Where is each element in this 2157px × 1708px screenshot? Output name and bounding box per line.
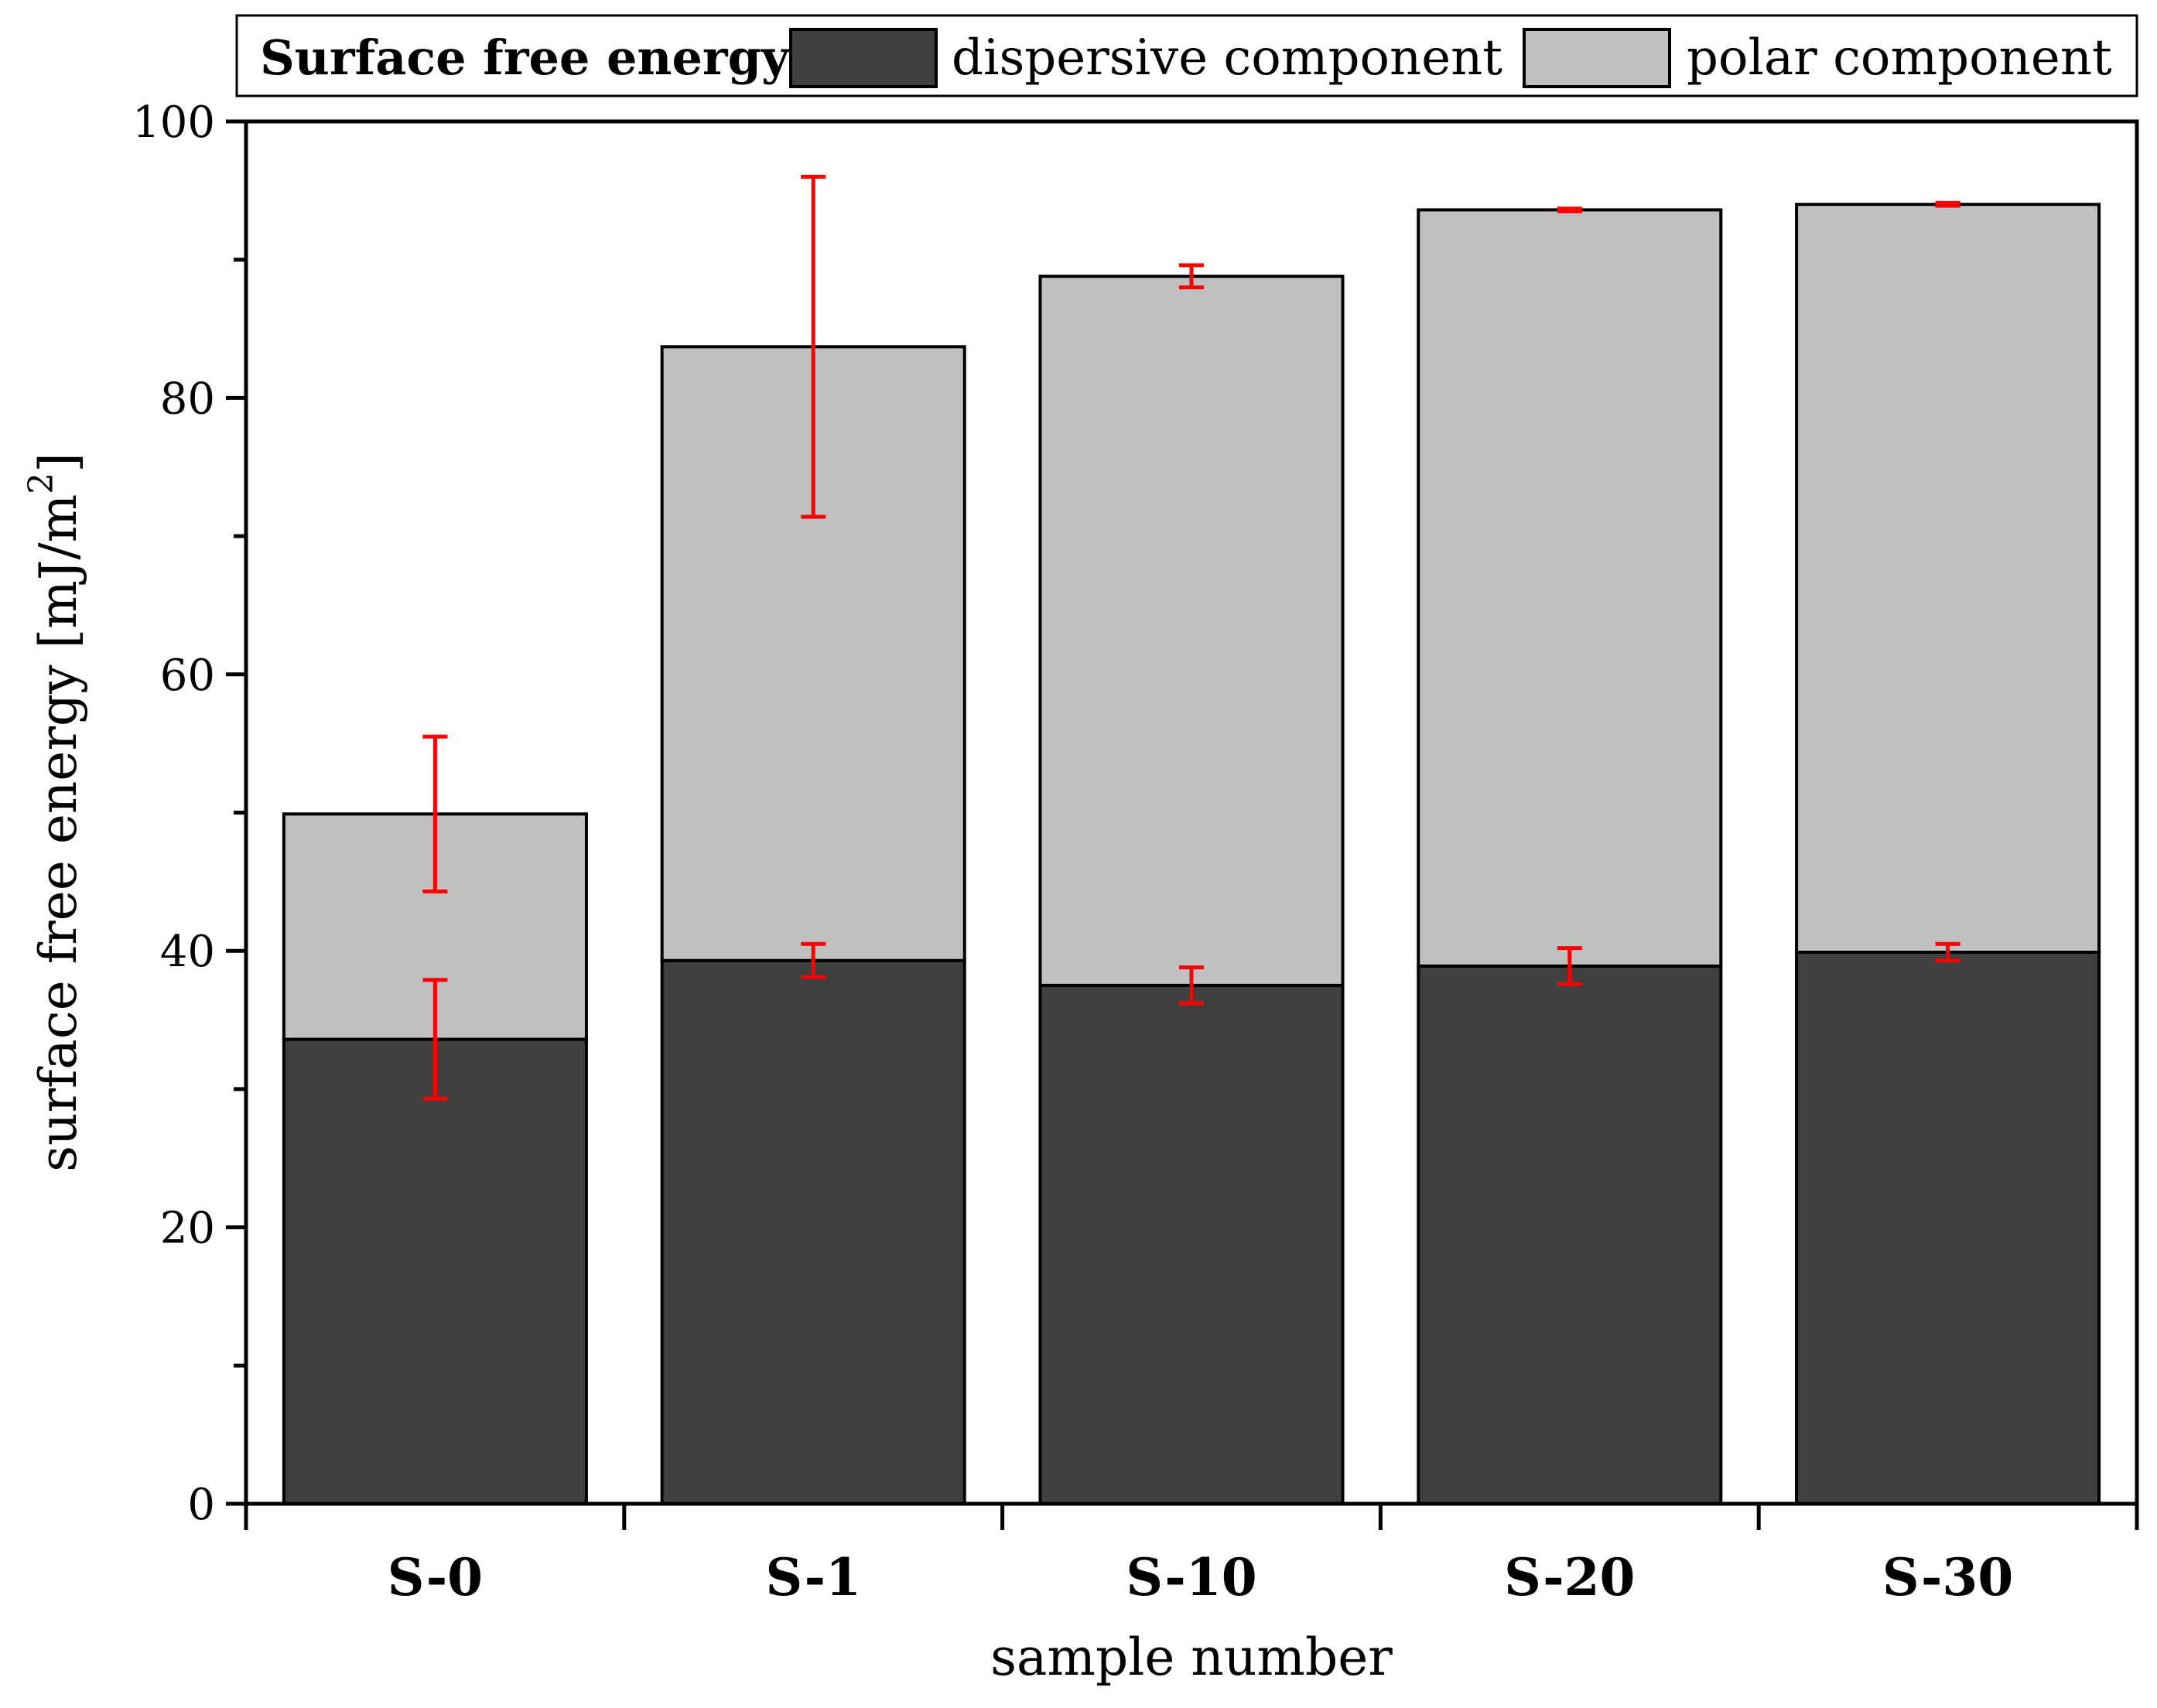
bar-dispersive-s-30 <box>1795 950 2101 1506</box>
y-axis-title-main: surface free energy [mJ/m <box>29 494 88 1172</box>
y-tick-label: 100 <box>132 97 215 148</box>
error-bar-dispersive-s-20 <box>1557 946 1582 986</box>
error-bar-dispersive-s-0 <box>422 978 448 1101</box>
y-axis-title-suffix: ] <box>29 453 88 473</box>
error-bar-polar-s-20 <box>1557 207 1582 214</box>
legend-title: Surface free energy: <box>260 29 807 86</box>
error-bar-dispersive-s-1 <box>801 941 826 979</box>
bar-dispersive-s-1 <box>660 958 966 1505</box>
legend-label-polar: polar component <box>1687 29 2112 87</box>
y-axis: 0 20 40 60 80 100 <box>132 97 246 1530</box>
x-axis: S-0 S-1 S-10 S-20 S-30 <box>244 1504 2139 1607</box>
y-tick-label: 20 <box>160 1204 215 1254</box>
error-bar-polar-s-1 <box>801 174 826 519</box>
y-axis-title-sup: 2 <box>22 473 61 494</box>
error-bar-polar-s-10 <box>1179 263 1204 289</box>
error-bar-dispersive-s-30 <box>1935 941 1960 963</box>
x-axis-title: sample number <box>990 1628 1393 1687</box>
bar-polar-s-20 <box>1417 208 1723 968</box>
error-bar-polar-s-0 <box>422 734 448 893</box>
x-tick-label-s-1: S-1 <box>765 1547 860 1607</box>
bar-dispersive-s-20 <box>1417 964 1723 1506</box>
legend: Surface free energy: dispersive componen… <box>235 14 2138 97</box>
x-tick-label-s-30: S-30 <box>1882 1547 2013 1607</box>
y-tick-label: 80 <box>160 374 215 424</box>
x-tick-label-s-20: S-20 <box>1504 1547 1635 1607</box>
y-axis-title: surface free energy [mJ/m2] <box>22 453 88 1172</box>
y-tick-label: 0 <box>187 1480 215 1530</box>
legend-frame <box>235 14 2138 97</box>
bar-dispersive-s-0 <box>282 1037 588 1505</box>
x-tick-label-s-10: S-10 <box>1126 1547 1256 1607</box>
legend-swatch-dispersive <box>789 28 938 88</box>
bar-polar-s-10 <box>1038 275 1345 987</box>
legend-label-dispersive: dispersive component <box>952 29 1502 87</box>
x-tick-label-s-0: S-0 <box>388 1547 483 1607</box>
y-tick-label: 40 <box>160 927 215 977</box>
bar-group <box>282 203 2101 1506</box>
error-bar-polar-s-30 <box>1935 200 1960 208</box>
error-bar-dispersive-s-10 <box>1179 965 1204 1006</box>
y-tick-label: 60 <box>160 651 215 701</box>
bar-dispersive-s-10 <box>1038 983 1345 1505</box>
legend-swatch-polar <box>1523 28 1671 88</box>
bar-polar-s-30 <box>1795 203 2101 954</box>
error-bar-group <box>422 174 1960 1101</box>
